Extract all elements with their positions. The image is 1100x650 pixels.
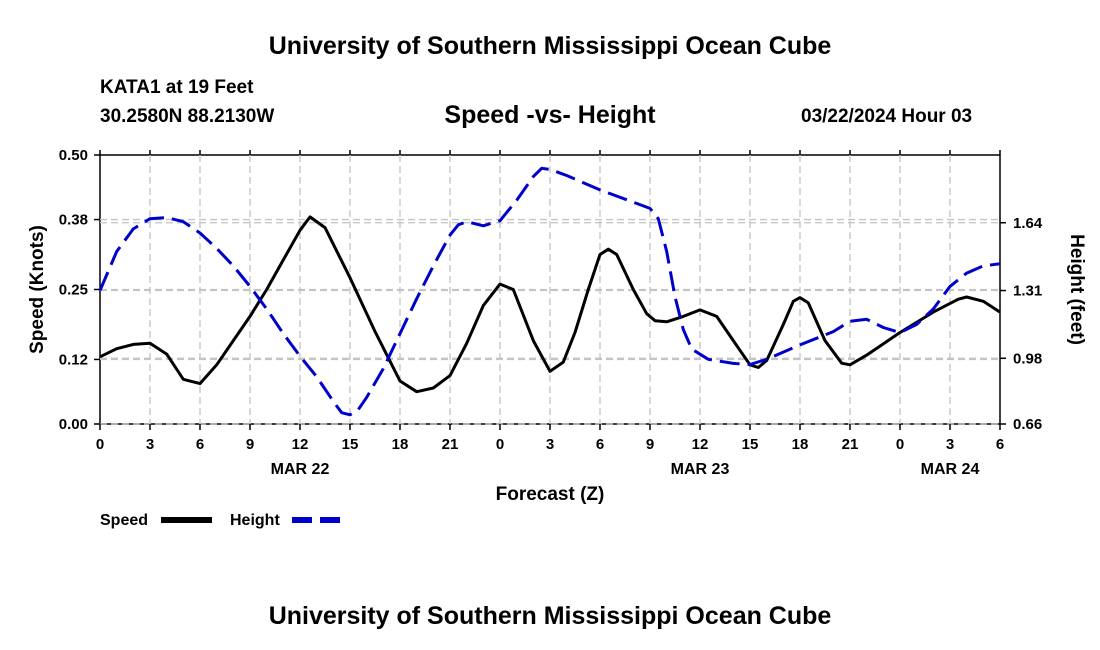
date-label: MAR 24 <box>921 461 980 478</box>
x-tick-label: 12 <box>292 436 309 453</box>
forecast-datetime: 03/22/2024 Hour 03 <box>801 106 973 127</box>
coordinates-label: 30.2580N 88.2130W <box>100 106 275 127</box>
date-label: MAR 22 <box>271 461 330 478</box>
x-axis-title: Forecast (Z) <box>496 484 605 505</box>
chart-title: Speed -vs- Height <box>444 101 656 129</box>
y-tick-label: 0.00 <box>59 416 88 433</box>
x-tick-label: 3 <box>146 436 154 453</box>
y2-tick-label: 0.98 <box>1013 350 1042 367</box>
station-label: KATA1 at 19 Feet <box>100 77 254 98</box>
x-tick-label: 0 <box>496 436 504 453</box>
x-tick-label: 21 <box>442 436 459 453</box>
x-tick-label: 21 <box>842 436 859 453</box>
y2-tick-label: 1.64 <box>1013 215 1043 232</box>
legend-speed-label: Speed <box>100 512 148 529</box>
y2-axis-title: Height (feet) <box>1066 234 1087 345</box>
x-tick-label: 0 <box>96 436 104 453</box>
y-tick-label: 0.12 <box>59 351 88 368</box>
y2-tick-label: 1.31 <box>1013 283 1042 300</box>
x-tick-label: 15 <box>342 436 359 453</box>
header-title: University of Southern Mississippi Ocean… <box>268 32 832 60</box>
y-axis-title: Speed (Knots) <box>27 225 48 354</box>
y-tick-label: 0.50 <box>59 147 88 164</box>
speed-height-chart: 0 3 6 9 12 15 18 21 0 3 6 9 12 15 18 21 0 3 6 MAR 22 MAR 23 M… <box>27 147 1087 529</box>
x-tick-label: 18 <box>792 436 809 453</box>
x-tick-label: 9 <box>646 436 654 453</box>
x-tick-label: 6 <box>596 436 604 453</box>
y-tick-label: 0.38 <box>59 212 88 229</box>
x-tick-label: 0 <box>896 436 904 453</box>
date-label: MAR 23 <box>671 461 730 478</box>
x-tick-label: 15 <box>742 436 759 453</box>
x-tick-label: 6 <box>996 436 1004 453</box>
x-tick-label: 18 <box>392 436 409 453</box>
legend: Speed Height <box>100 512 343 529</box>
series-line-speed <box>99 215 1001 394</box>
footer-title: University of Southern Mississippi Ocean… <box>268 602 832 630</box>
x-tick-label: 3 <box>946 436 954 453</box>
series-line-height <box>98 166 1001 417</box>
x-tick-label: 6 <box>196 436 204 453</box>
x-tick-label: 12 <box>692 436 709 453</box>
x-tick-label: 9 <box>246 436 254 453</box>
legend-height-label: Height <box>230 512 280 529</box>
y2-tick-label: 0.66 <box>1013 416 1042 433</box>
y-tick-label: 0.25 <box>59 282 88 299</box>
x-tick-label: 3 <box>546 436 554 453</box>
